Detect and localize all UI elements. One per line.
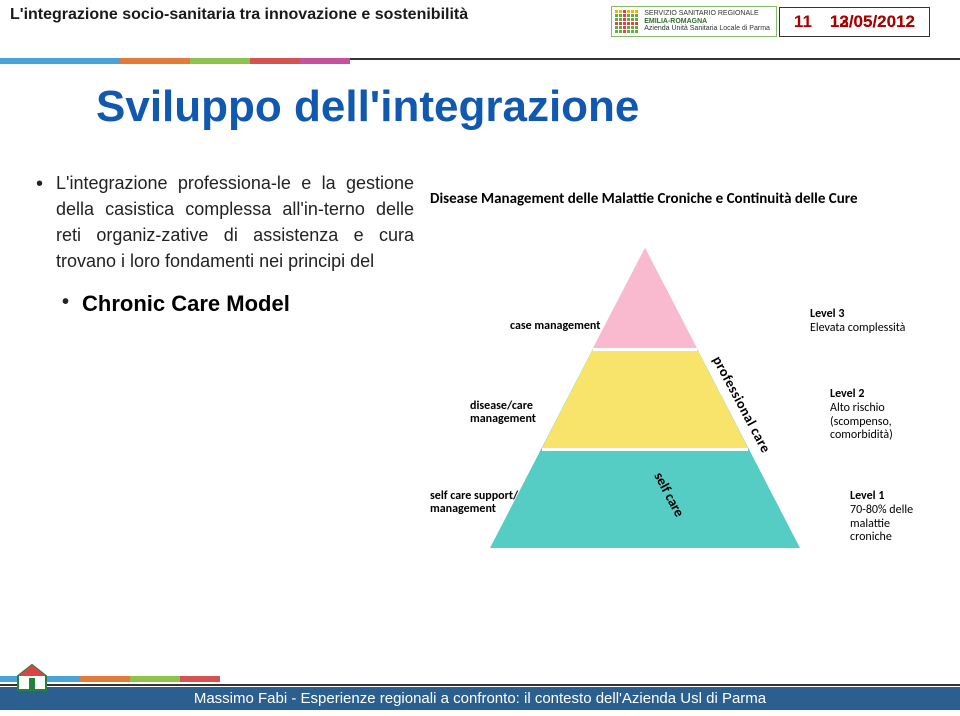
figure-title: Disease Management delle Malattie Cronic… [430,190,930,208]
logo-line2: EMILIA-ROMAGNA [644,18,707,25]
bullet-main: L'integrazione professiona-le e la gesti… [34,170,414,274]
level-2-desc2: (scompenso, [830,415,892,429]
bullet-sub: Chronic Care Model [60,288,414,320]
footer-line [0,684,960,686]
level-3-label: Level 3 Elevata complessità [810,308,920,336]
slide-title: Sviluppo dell'integrazione [96,82,639,132]
level-1-desc3: croniche [850,530,892,544]
level-2-label: Level 2 Alto rischio (scompenso, comorbi… [830,388,930,443]
level-1-desc1: 70-80% delle [850,503,913,517]
level-2-title: Level 2 [830,387,864,401]
footer-icons [14,662,34,680]
logo-line1: SERVIZIO SANITARIO REGIONALE [644,10,770,18]
tier-label-top: case management [510,320,600,333]
footer-text: Massimo Fabi - Esperienze regionali a co… [0,687,960,710]
tier-label-mid: disease/care management [470,400,536,426]
page-info-box: 11 12/05/2012 13/05/2012 [779,7,930,37]
bullet-list: L'integrazione professiona-le e la gesti… [34,170,414,334]
level-3-title: Level 3 [810,307,844,321]
logo-line3: Azienda Unità Sanitaria Locale di Parma [644,25,770,33]
logo-glyph [615,10,638,33]
page-date-overlay: 12/05/2012 [830,12,915,32]
pyramid: professional care self care [490,248,800,548]
page-number: 11 [794,12,812,32]
logo-text: SERVIZIO SANITARIO REGIONALE EMILIA-ROMA… [644,10,770,33]
tier-label-mid-l1: disease/care [470,399,533,413]
tier-label-base-l2: management [430,502,496,516]
slide-footer: Massimo Fabi - Esperienze regionali a co… [0,680,960,716]
level-2-desc3: comorbidità) [830,428,893,442]
tier-label-mid-l2: management [470,412,536,426]
page-date: 12/05/2012 13/05/2012 [830,12,915,32]
level-1-label: Level 1 70-80% delle malattie croniche [850,490,940,545]
pyramid-figure: Disease Management delle Malattie Cronic… [430,190,930,630]
level-2-desc1: Alto rischio [830,401,885,415]
tier-label-base: self care support/ management [430,490,518,516]
regional-logo: SERVIZIO SANITARIO REGIONALE EMILIA-ROMA… [611,6,777,37]
footer-house-icon [14,662,34,680]
header-right: SERVIZIO SANITARIO REGIONALE EMILIA-ROMA… [611,6,930,37]
accent-stripes-top [0,58,350,68]
level-1-desc2: malattie [850,517,890,531]
slide-header: L'integrazione socio-sanitaria tra innov… [0,0,960,60]
tier-label-base-l1: self care support/ [430,489,518,503]
level-3-desc: Elevata complessità [810,321,905,335]
pyramid-divider-2 [542,448,748,451]
pyramid-tier-top [593,248,697,348]
level-1-title: Level 1 [850,489,884,503]
pyramid-divider-1 [593,348,697,351]
